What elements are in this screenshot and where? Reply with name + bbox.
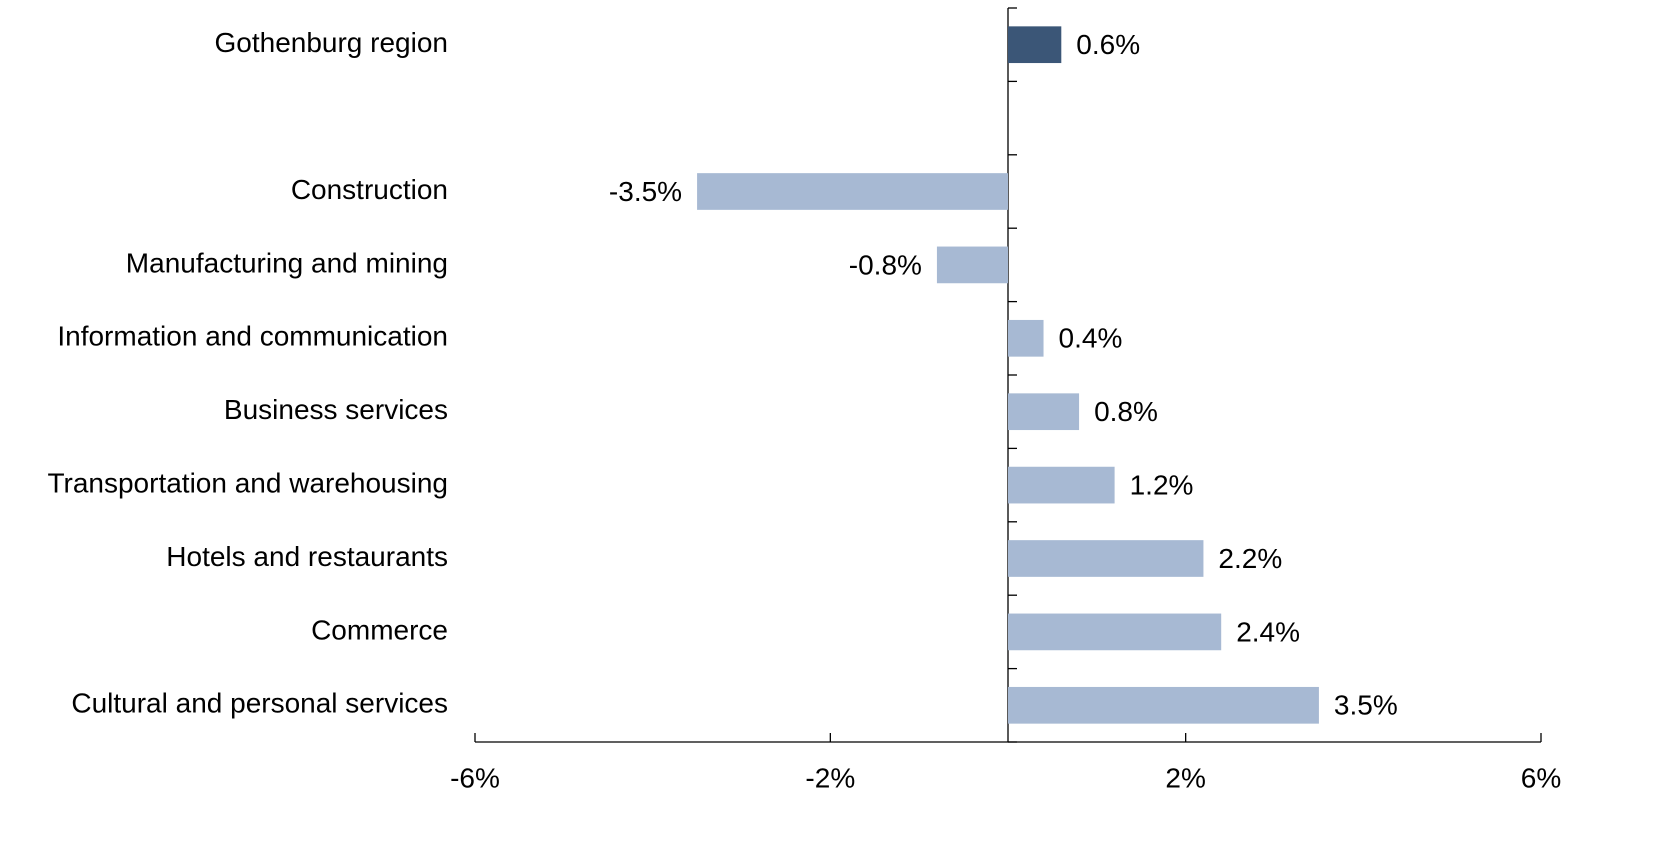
y-tick-label: Hotels and restaurants <box>166 541 448 572</box>
value-label: -3.5% <box>609 176 682 207</box>
value-label: 1.2% <box>1130 469 1194 500</box>
x-tick-label: -6% <box>450 762 500 793</box>
y-tick-label: Business services <box>224 394 448 425</box>
y-tick-label: Information and communication <box>57 321 448 352</box>
bar <box>1008 393 1080 431</box>
y-tick-label: Manufacturing and mining <box>126 247 448 278</box>
y-tick-label: Commerce <box>311 614 448 645</box>
bar <box>1008 319 1044 357</box>
value-label: 3.5% <box>1334 690 1398 721</box>
bar <box>936 246 1008 284</box>
bar <box>1008 466 1115 504</box>
value-label: 2.4% <box>1236 616 1300 647</box>
value-label: 0.4% <box>1059 323 1123 354</box>
bar <box>697 173 1008 210</box>
y-tick-label: Transportation and warehousing <box>47 467 448 498</box>
value-label: 2.2% <box>1218 543 1282 574</box>
bar <box>1008 613 1222 651</box>
y-tick-label: Cultural and personal services <box>71 688 448 719</box>
x-tick-label: -2% <box>805 762 855 793</box>
y-tick-label: Construction <box>291 174 448 205</box>
bar <box>1008 540 1204 577</box>
value-label: 0.6% <box>1076 29 1140 60</box>
value-label: -0.8% <box>849 249 922 280</box>
bar <box>1008 26 1062 64</box>
value-label: 0.8% <box>1094 396 1158 427</box>
y-tick-label: Gothenburg region <box>214 27 448 58</box>
x-tick-label: 6% <box>1521 762 1561 793</box>
x-tick-label: 2% <box>1165 762 1205 793</box>
bar <box>1008 686 1319 724</box>
